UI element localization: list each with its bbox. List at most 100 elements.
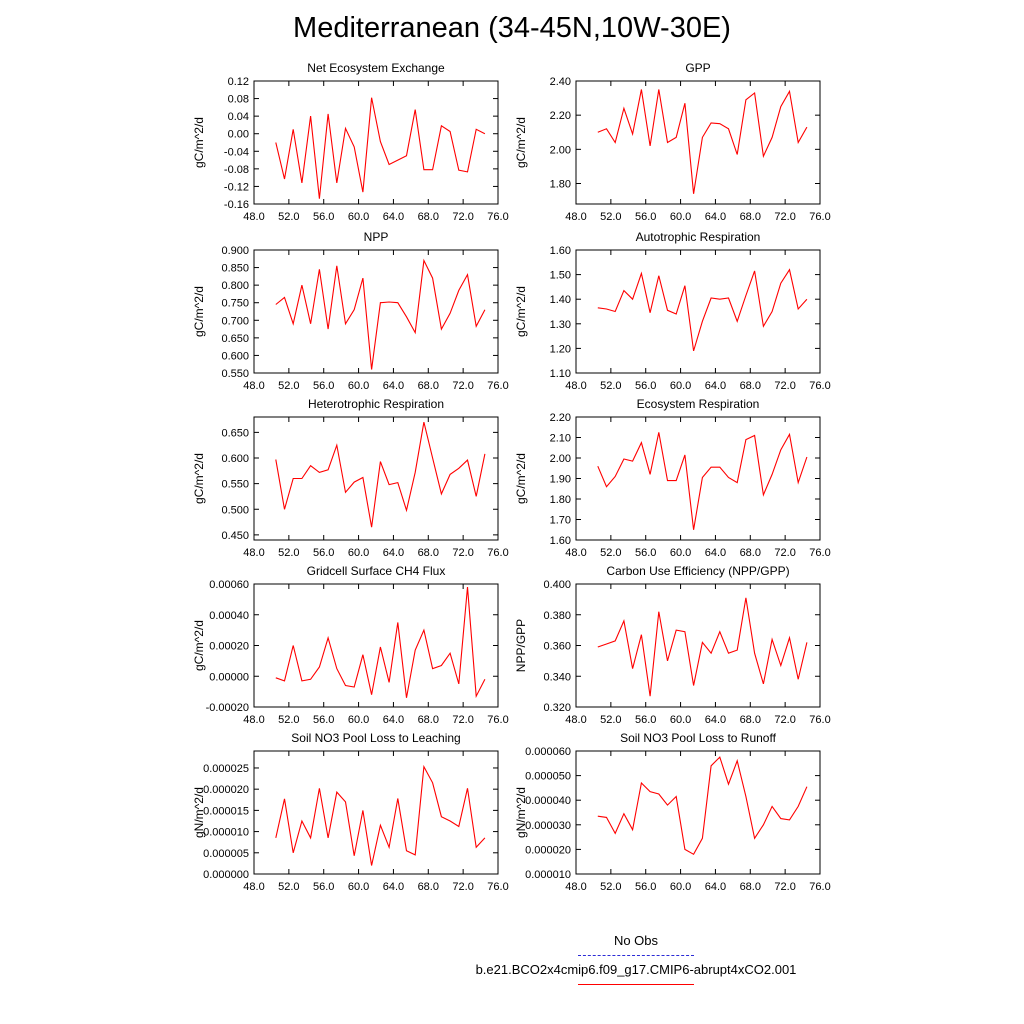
series-line <box>275 421 486 528</box>
x-tick-label: 64.0 <box>705 714 726 726</box>
x-tick-label: 76.0 <box>487 714 508 726</box>
series-line <box>597 432 808 530</box>
y-axis-label: gC/m^2/d <box>192 453 206 504</box>
x-tick-label: 64.0 <box>705 211 726 223</box>
y-tick-label: 2.00 <box>550 453 571 465</box>
x-tick-label: 60.0 <box>670 881 691 893</box>
series-line <box>275 587 486 699</box>
x-tick-label: 52.0 <box>278 881 299 893</box>
panel-title: Heterotrophic Respiration <box>308 397 444 411</box>
x-tick-label: 72.0 <box>452 211 473 223</box>
y-tick-label: 1.80 <box>550 494 571 506</box>
x-tick-label: 52.0 <box>278 211 299 223</box>
y-tick-label: 0.700 <box>221 315 249 327</box>
legend-label-no-obs: No Obs <box>613 933 659 948</box>
y-tick-label: 1.50 <box>550 270 571 282</box>
plot-frame <box>253 249 499 374</box>
y-tick-label: 0.550 <box>221 368 249 380</box>
y-tick-label: 1.20 <box>550 343 571 355</box>
panel-4: Autotrophic Respiration gC/m^2/d 48.0 52.0 5… <box>514 230 831 392</box>
y-axis-label: gN/m^2/d <box>192 787 206 838</box>
y-axis-label: NPP/GPP <box>514 619 528 672</box>
x-tick-label: 64.0 <box>705 881 726 893</box>
x-tick-label: 68.0 <box>418 714 439 726</box>
x-tick-label: 72.0 <box>774 714 795 726</box>
y-tick-label: 0.650 <box>221 427 249 439</box>
y-tick-label: 0.12 <box>228 76 249 88</box>
x-tick-label: 48.0 <box>243 547 264 559</box>
panel-6: Ecosystem Respiration gC/m^2/d 48.0 52.0 56.… <box>514 397 831 559</box>
y-tick-label: 0.000000 <box>203 869 249 881</box>
x-tick-label: 76.0 <box>809 881 830 893</box>
y-tick-label: 0.08 <box>228 94 249 106</box>
x-tick-label: 48.0 <box>243 380 264 392</box>
y-tick-label: 0.800 <box>221 280 249 292</box>
x-tick-label: 76.0 <box>487 380 508 392</box>
x-tick-label: 56.0 <box>313 211 334 223</box>
x-tick-label: 76.0 <box>809 714 830 726</box>
x-tick-label: 52.0 <box>600 380 621 392</box>
y-tick-label: -0.00020 <box>206 702 249 714</box>
x-tick-label: 68.0 <box>418 380 439 392</box>
y-tick-label: 0.550 <box>221 479 249 491</box>
panel-title: GPP <box>685 61 710 75</box>
panel-title: Soil NO3 Pool Loss to Leaching <box>291 731 460 745</box>
plot-frame <box>253 583 499 708</box>
x-tick-label: 72.0 <box>452 380 473 392</box>
plot-frame <box>575 750 821 875</box>
y-tick-label: 0.000060 <box>525 746 571 758</box>
x-tick-label: 52.0 <box>600 881 621 893</box>
plot-frame <box>575 583 821 708</box>
x-tick-label: 56.0 <box>635 714 656 726</box>
y-tick-label: 0.360 <box>543 641 571 653</box>
x-tick-label: 64.0 <box>383 211 404 223</box>
y-tick-label: 0.650 <box>221 333 249 345</box>
y-tick-label: 0.000020 <box>525 844 571 856</box>
series-line <box>597 89 808 194</box>
x-tick-label: 76.0 <box>487 211 508 223</box>
y-tick-label: 0.00 <box>228 129 249 141</box>
plot-frame <box>253 80 499 205</box>
y-tick-label: 2.20 <box>550 412 571 424</box>
x-tick-label: 48.0 <box>243 881 264 893</box>
panel-3: NPP gC/m^2/d 48.0 52.0 56.0 60.0 64.0 68.0 72.0 7… <box>192 230 509 392</box>
y-tick-label: -0.16 <box>224 199 249 211</box>
x-tick-label: 72.0 <box>452 881 473 893</box>
y-tick-label: 0.000040 <box>525 795 571 807</box>
y-tick-label: 2.40 <box>550 76 571 88</box>
series-line <box>275 258 486 370</box>
x-tick-label: 68.0 <box>740 714 761 726</box>
y-tick-label: 0.000010 <box>203 827 249 839</box>
y-axis-label: gC/m^2/d <box>514 453 528 504</box>
y-tick-label: 0.00040 <box>209 610 249 622</box>
y-tick-label: 0.000025 <box>203 763 249 775</box>
legend-line-no-obs <box>578 955 694 956</box>
panel-10: Soil NO3 Pool Loss to Runoff gN/m^2/d 48.0… <box>514 731 831 893</box>
plot-frame <box>575 249 821 374</box>
x-tick-label: 76.0 <box>487 547 508 559</box>
x-tick-label: 52.0 <box>278 380 299 392</box>
x-tick-label: 60.0 <box>348 547 369 559</box>
x-tick-label: 52.0 <box>278 547 299 559</box>
x-tick-label: 60.0 <box>670 714 691 726</box>
panel-title: Ecosystem Respiration <box>637 397 760 411</box>
y-tick-label: 1.60 <box>550 245 571 257</box>
plot-frame <box>253 416 499 541</box>
y-tick-label: 0.850 <box>221 263 249 275</box>
x-tick-label: 76.0 <box>487 881 508 893</box>
y-tick-label: 1.10 <box>550 368 571 380</box>
x-tick-label: 56.0 <box>313 547 334 559</box>
panel-title: Net Ecosystem Exchange <box>307 61 445 75</box>
y-axis-label: gC/m^2/d <box>514 117 528 168</box>
y-tick-label: 1.60 <box>550 535 571 547</box>
x-tick-label: 68.0 <box>418 211 439 223</box>
x-tick-label: 64.0 <box>383 547 404 559</box>
y-tick-label: 0.000015 <box>203 805 249 817</box>
x-tick-label: 72.0 <box>774 380 795 392</box>
x-tick-label: 68.0 <box>418 547 439 559</box>
legend-label-run: b.e21.BCO2x4cmip6.f09_g17.CMIP6-abrupt4x… <box>475 962 797 977</box>
y-tick-label: 0.450 <box>221 530 249 542</box>
x-tick-label: 72.0 <box>774 547 795 559</box>
y-tick-label: 0.000010 <box>525 869 571 881</box>
y-tick-label: 0.00000 <box>209 671 249 683</box>
